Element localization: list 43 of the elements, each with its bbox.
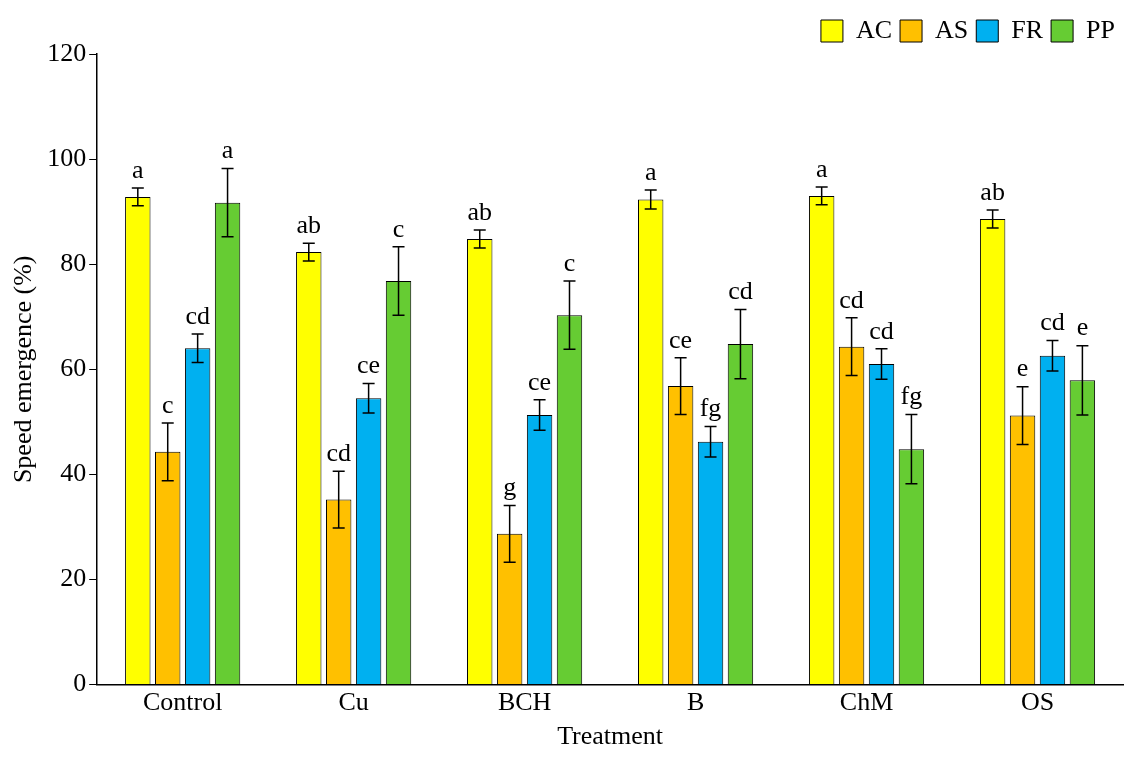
- x-tick-label: BCH: [497, 687, 552, 717]
- legend-label: AS: [935, 14, 969, 44]
- data-label: ab: [467, 196, 493, 226]
- legend-label: AC: [855, 14, 893, 44]
- y-tick-label: 120: [47, 37, 87, 67]
- data-label: cd: [185, 300, 210, 330]
- data-label: ce: [357, 350, 381, 380]
- y-tick-label: 20: [60, 563, 87, 593]
- y-tick-label: 60: [60, 353, 87, 383]
- data-label: a: [644, 156, 657, 186]
- data-label: ce: [669, 324, 693, 354]
- y-tick-label: 100: [47, 142, 87, 172]
- data-label: fg: [900, 381, 923, 411]
- x-tick-label: Cu: [338, 687, 369, 717]
- data-label: ab: [296, 210, 322, 240]
- y-tick-label: 0: [73, 668, 87, 698]
- data-label: cd: [839, 284, 864, 314]
- y-tick-label: 80: [60, 248, 87, 278]
- data-label: c: [161, 389, 174, 419]
- data-label: ce: [528, 366, 552, 396]
- x-tick-label: OS: [1020, 687, 1055, 717]
- legend-label: PP: [1086, 14, 1115, 44]
- x-axis-title: Treatment: [557, 721, 664, 751]
- data-label: cd: [1040, 307, 1065, 337]
- data-label: ab: [980, 176, 1005, 206]
- x-tick-label: B: [686, 687, 705, 717]
- data-label: fg: [699, 393, 722, 423]
- data-label: a: [221, 135, 234, 165]
- data-label: e: [1016, 353, 1029, 383]
- data-label: cd: [326, 438, 351, 468]
- y-tick-label: 40: [60, 458, 87, 488]
- y-axis-title: Speed emergence (%): [8, 255, 38, 484]
- data-label: e: [1076, 312, 1089, 342]
- data-label: g: [503, 472, 517, 502]
- data-label: cd: [728, 276, 753, 306]
- data-label: c: [392, 213, 405, 243]
- x-tick-label: Control: [142, 687, 223, 717]
- x-tick-label: ChM: [839, 687, 894, 717]
- data-label: c: [563, 247, 576, 277]
- data-label: a: [132, 154, 145, 184]
- data-label: a: [815, 153, 828, 183]
- legend-label: FR: [1011, 14, 1044, 44]
- data-label: cd: [869, 315, 894, 345]
